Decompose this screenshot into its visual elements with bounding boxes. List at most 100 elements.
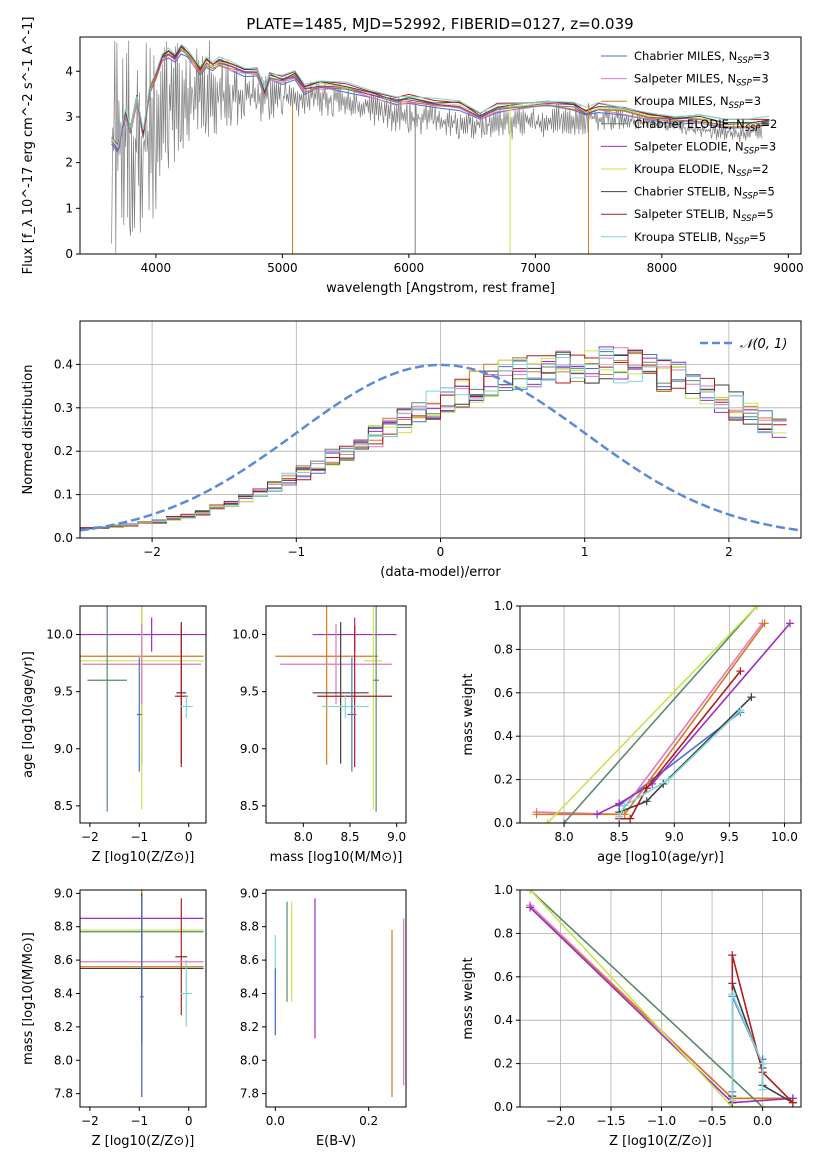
y-tick-label: 2	[65, 156, 73, 170]
y-tick-label: 9.5	[240, 685, 259, 699]
mass-weight-marker	[728, 951, 737, 960]
y-tick-label: 0.4	[494, 729, 513, 743]
y-tick-label: 4	[65, 64, 73, 78]
mass-weight-marker	[560, 819, 569, 823]
mass-weight-marker	[593, 810, 602, 819]
x-tick-label: 8.5	[340, 830, 359, 844]
chart-age_vs_Z: −2 −1 0 8.5 9.0 9.5 10.0 Z [log10(Z/Z⊙)] age [lo…	[21, 605, 207, 865]
x-axis-label: Z [log10(Z/Z⊙)]	[92, 850, 195, 865]
mass-weight-marker	[615, 812, 624, 821]
legend-count: =3	[744, 94, 761, 108]
x-tick-label: 1	[581, 545, 589, 559]
mass-weight-line	[618, 696, 752, 813]
plot-area	[532, 606, 794, 823]
legend-label: Salpeter STELIB, NSSP=5	[634, 207, 774, 224]
plot-area	[526, 890, 797, 1107]
y-axis-label: Flux [f_λ 10^-17 erg cm^-2 s^-1 A^-1]	[21, 17, 36, 275]
axes-frame	[79, 36, 802, 255]
histogram-step-line	[80, 348, 787, 538]
y-tick-label: 0.2	[494, 1057, 513, 1071]
legend-label: Salpeter MILES, NSSP=3	[634, 72, 769, 89]
y-tick-label: 0.2	[54, 444, 73, 458]
legend-subscript: SSP	[742, 192, 758, 202]
x-tick-label: 6000	[394, 261, 425, 275]
y-axis-label: mass [log10(M/M⊙)]	[21, 932, 36, 1065]
x-tick-label: −2	[143, 545, 161, 559]
mass-weight-marker	[642, 784, 651, 793]
x-tick-label: 0	[437, 545, 445, 559]
legend-label: Chabrier STELIB, NSSP=5	[634, 185, 775, 202]
legend-subscript: SSP	[745, 124, 761, 134]
mass-weight-marker	[758, 1059, 767, 1068]
y-axis-label: mass weight	[461, 957, 476, 1039]
mass-weight-line	[596, 622, 791, 816]
legend-count: =5	[749, 230, 766, 244]
x-tick-label: −2.0	[546, 1114, 575, 1128]
legend-count: =2	[760, 117, 777, 131]
model-spectrum-line	[111, 43, 770, 148]
plot-area	[80, 606, 206, 812]
legend-subscript: SSP	[734, 237, 750, 247]
mass-weight-marker	[526, 890, 535, 894]
plot-area	[80, 346, 801, 538]
x-tick-label: −1	[130, 830, 148, 844]
x-tick-label: 5000	[267, 261, 298, 275]
y-tick-label: 10.0	[232, 628, 259, 642]
plot-area	[111, 40, 770, 254]
mass-weight-line	[546, 606, 758, 823]
x-tick-label: −0.5	[697, 1114, 726, 1128]
mass-weight-marker	[788, 1098, 797, 1107]
chart-mass_vs_EBV: 0.0 0.2 7.8 8.0 8.2 8.4 8.6 8.8 9.0 E(B-V)	[240, 886, 407, 1149]
x-tick-label: 9.5	[720, 830, 739, 844]
chart-massweight_vs_age: 8.0 8.5 9.0 9.5 10.0 0.0 0.2 0.4 0.6 0.8 1.0 age [l…	[461, 599, 802, 865]
figure-title: PLATE=1485, MJD=52992, FIBERID=0127, z=0…	[246, 15, 633, 33]
x-tick-label: 0	[185, 1114, 193, 1128]
mass-weight-marker	[664, 775, 673, 784]
legend: 𝒩(0, 1)	[700, 337, 787, 352]
x-tick-label: 7000	[520, 261, 551, 275]
legend-count: =5	[758, 185, 775, 199]
y-tick-label: 0.0	[54, 531, 73, 545]
x-tick-label: −1	[287, 545, 305, 559]
legend-count: =3	[752, 72, 769, 86]
mass-weight-marker	[626, 814, 635, 823]
x-axis-label: E(B-V)	[316, 1134, 356, 1149]
plot-area	[275, 606, 397, 812]
y-axis-label: Normed distribution	[21, 365, 36, 495]
y-tick-label: 0.0	[494, 1100, 513, 1114]
axes-frame	[265, 889, 407, 1108]
y-tick-label: 0.8	[494, 926, 513, 940]
mass-weight-marker	[760, 619, 769, 628]
mass-weight-marker	[752, 606, 761, 610]
mass-weight-line	[563, 606, 758, 823]
legend-count: =3	[753, 49, 770, 63]
y-axis-label: age [log10(age/yr)]	[21, 651, 36, 778]
mass-weight-marker	[728, 990, 737, 999]
y-tick-label: 0.1	[54, 488, 73, 502]
y-tick-label: 1.0	[494, 883, 513, 897]
x-axis-label: wavelength [Angstrom, rest frame]	[326, 281, 555, 296]
chart-age_vs_mass: 8.0 8.5 9.0 8.5 9.0 9.5 10.0 mass [log10(M/M⊙)]	[232, 605, 407, 865]
y-tick-label: 1	[65, 201, 73, 215]
x-axis-label: (data-model)/error	[380, 565, 501, 580]
y-tick-label: 8.6	[240, 953, 259, 967]
x-tick-label: 8.0	[555, 830, 574, 844]
mass-weight-marker	[758, 1085, 767, 1094]
histogram-step-line	[80, 347, 787, 538]
y-tick-label: 0.0	[494, 816, 513, 830]
x-tick-label: 8.0	[294, 830, 313, 844]
x-tick-label: 9.0	[665, 830, 684, 844]
mass-weight-marker	[736, 706, 745, 715]
legend-count: =2	[752, 162, 769, 176]
y-tick-label: 1.0	[494, 599, 513, 613]
x-axis-label: Z [log10(Z/Z⊙)]	[609, 1134, 712, 1149]
y-tick-label: 0.6	[494, 686, 513, 700]
chart-massweight_vs_Z: −2.0 −1.5 −1.0 −0.5 0.0 0.0 0.2 0.4 0.6 0.8 1.0 Z […	[461, 883, 802, 1149]
x-tick-label: 8000	[647, 261, 678, 275]
axes-frame	[79, 889, 207, 1108]
legend-label: Kroupa MILES, NSSP=3	[634, 94, 761, 111]
legend-subscript: SSP	[736, 79, 752, 89]
mass-weight-line	[731, 993, 764, 1101]
y-tick-label: 9.0	[240, 742, 259, 756]
chart-mass_vs_Z: −2 −1 0 7.8 8.0 8.2 8.4 8.6 8.8 9.0 Z [log10(Z/Z⊙)…	[21, 886, 207, 1149]
